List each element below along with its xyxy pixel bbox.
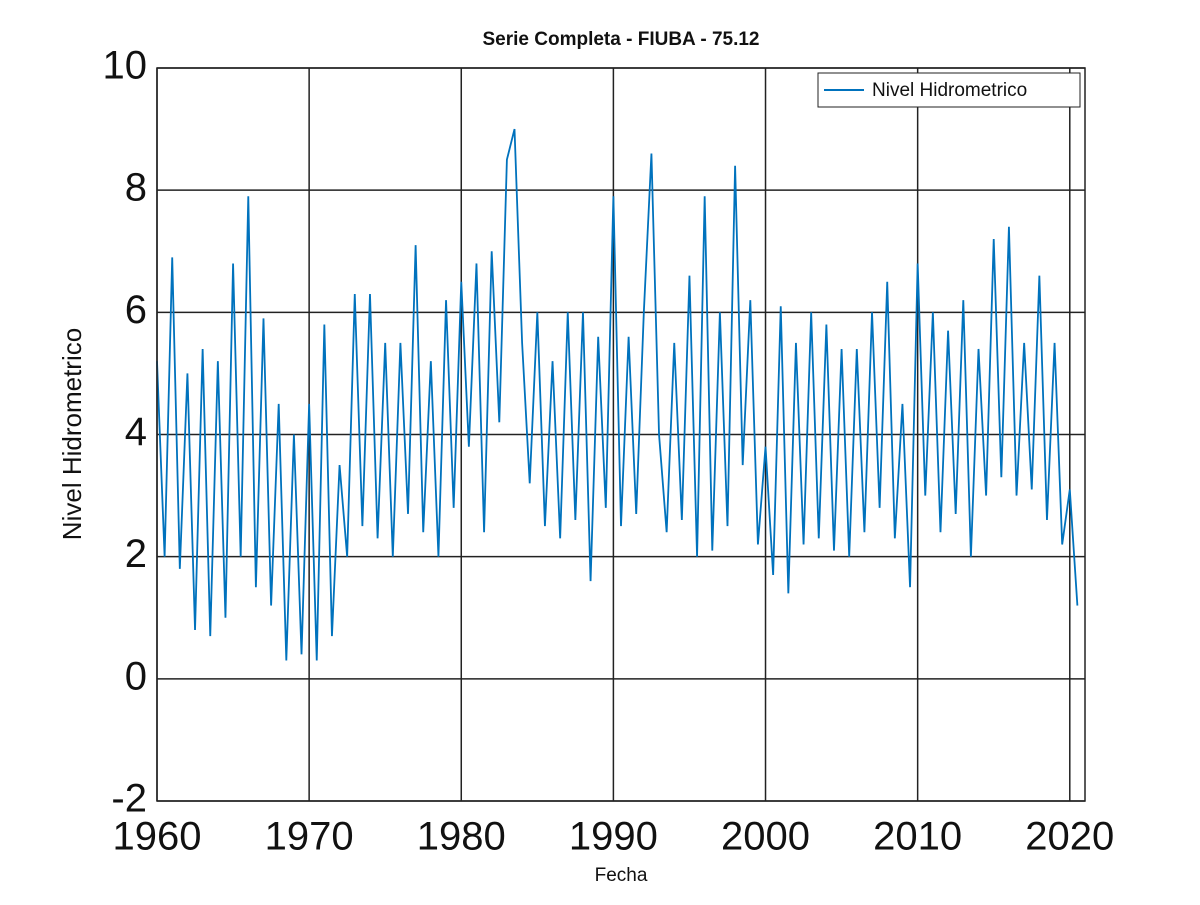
y-axis-label: Nivel Hidrometrico xyxy=(57,328,87,540)
x-tick-label: 1970 xyxy=(265,815,354,859)
y-tick-label: 0 xyxy=(125,654,147,698)
x-tick-label: 1960 xyxy=(113,815,202,859)
x-tick-label: 2010 xyxy=(873,815,962,859)
y-tick-label: 4 xyxy=(125,410,147,454)
x-axis-label: Fecha xyxy=(595,865,648,886)
x-tick-label: 2020 xyxy=(1025,815,1114,859)
plot-frame xyxy=(156,67,1086,802)
y-tick-label: 8 xyxy=(125,166,147,210)
y-tick-label: 2 xyxy=(125,532,147,576)
x-tick-label: 2000 xyxy=(721,815,810,859)
legend-label: Nivel Hidrometrico xyxy=(872,80,1027,101)
x-tick-label: 1980 xyxy=(417,815,506,859)
y-tick-label: 6 xyxy=(125,288,147,332)
y-tick-label: 10 xyxy=(103,44,148,88)
y-tick-label: -2 xyxy=(111,777,147,821)
x-tick-label: 1990 xyxy=(569,815,658,859)
data-line xyxy=(156,128,1079,661)
chart-title: Serie Completa - FIUBA - 75.12 xyxy=(483,29,760,50)
